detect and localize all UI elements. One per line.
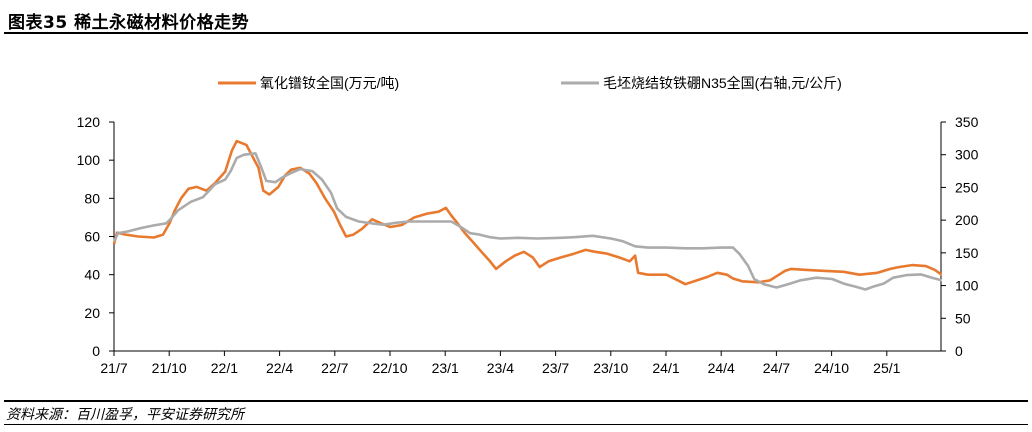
middle-rule bbox=[4, 400, 1028, 402]
left-tick-label: 60 bbox=[84, 229, 100, 245]
right-tick-label: 100 bbox=[955, 278, 979, 294]
title-bar: 图表35 稀土永磁材料价格走势 bbox=[4, 4, 1028, 34]
x-tick-label: 23/10 bbox=[593, 360, 628, 376]
x-tick-label: 21/10 bbox=[152, 360, 187, 376]
x-tick-label: 23/1 bbox=[432, 360, 459, 376]
top-rule bbox=[4, 32, 1028, 34]
left-tick-label: 80 bbox=[84, 190, 100, 206]
left-tick-label: 20 bbox=[84, 305, 100, 321]
x-tick-label: 24/4 bbox=[708, 360, 735, 376]
axes: 0 20 40 60 80 100 120 0 50 100 150 200 250 300 350 21/7… bbox=[77, 114, 979, 376]
right-tick-label: 250 bbox=[955, 179, 979, 195]
x-tick-label: 22/10 bbox=[372, 360, 407, 376]
left-tick-label: 120 bbox=[77, 114, 101, 130]
x-tick-label: 25/1 bbox=[873, 360, 900, 376]
x-tick-label: 24/10 bbox=[814, 360, 849, 376]
x-tick-label: 22/7 bbox=[321, 360, 348, 376]
source-note: 资料来源：百川盈孚，平安证券研究所 bbox=[6, 407, 244, 423]
legend: 氧化镨钕全国(万元/吨) 毛坯烧结钕铁硼N35全国(右轴,元/公斤) bbox=[218, 75, 842, 91]
right-tick-label: 150 bbox=[955, 245, 979, 261]
legend-label-ndfeb: 毛坯烧结钕铁硼N35全国(右轴,元/公斤) bbox=[603, 75, 842, 91]
series-line-praseodymium-neodymium-oxide bbox=[112, 139, 943, 286]
series-lines bbox=[112, 139, 943, 291]
legend-label-oxide: 氧化镨钕全国(万元/吨) bbox=[260, 75, 399, 91]
right-tick-label: 350 bbox=[955, 114, 979, 130]
series-line-sintered-ndfeb-n35 bbox=[112, 152, 942, 291]
x-tick-label: 22/4 bbox=[266, 360, 293, 376]
left-tick-label: 0 bbox=[92, 343, 100, 359]
right-tick-label: 300 bbox=[955, 147, 979, 163]
x-tick-label: 24/1 bbox=[652, 360, 679, 376]
bottom-rule bbox=[4, 424, 1028, 425]
left-tick-label: 40 bbox=[84, 267, 100, 283]
right-tick-label: 50 bbox=[955, 310, 971, 326]
x-tick-label: 23/4 bbox=[487, 360, 514, 376]
figure-title: 图表35 稀土永磁材料价格走势 bbox=[8, 13, 250, 33]
line-chart: 氧化镨钕全国(万元/吨) 毛坯烧结钕铁硼N35全国(右轴,元/公斤) 0 20 40 6… bbox=[77, 75, 979, 376]
right-tick-label: 200 bbox=[955, 212, 979, 228]
x-tick-label: 22/1 bbox=[211, 360, 238, 376]
x-tick-label: 21/7 bbox=[100, 360, 127, 376]
left-tick-label: 100 bbox=[77, 152, 101, 168]
x-tick-label: 23/7 bbox=[542, 360, 569, 376]
right-tick-label: 0 bbox=[955, 343, 963, 359]
x-tick-label: 24/7 bbox=[763, 360, 790, 376]
